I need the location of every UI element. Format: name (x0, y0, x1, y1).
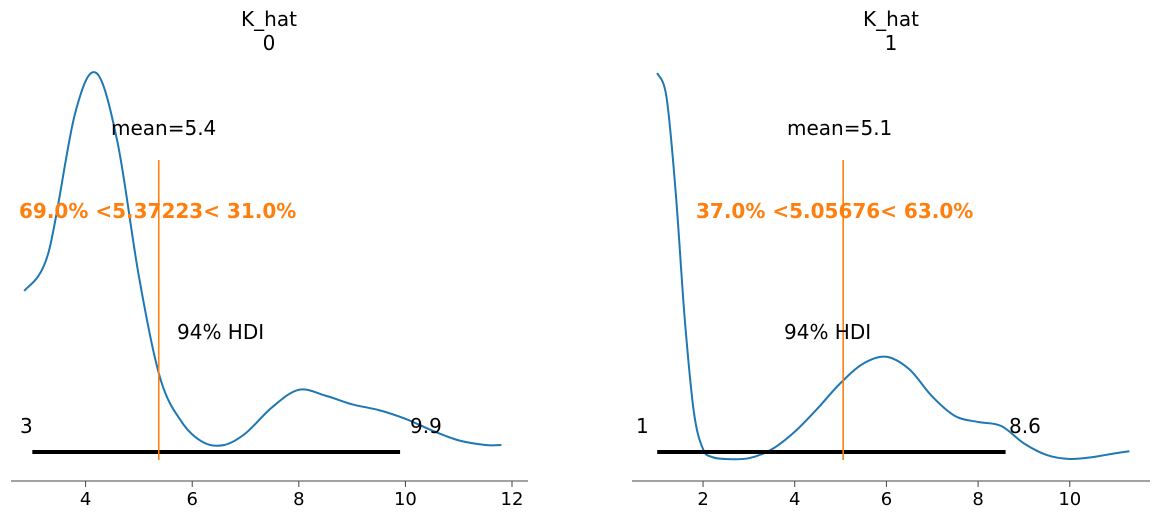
panel-1-subtitle: 1 (885, 31, 898, 55)
panel-1: K_hat 1 2 4 6 8 10 mean=5.1 37.0% <5.05676< … (632, 7, 1150, 510)
panel-0-marks (23, 71, 502, 460)
panel-1-density-line (656, 72, 1130, 461)
panel-0-subtitle: 0 (263, 31, 276, 55)
panel-1-ticks: 2 4 6 8 10 (697, 481, 1081, 510)
panel-1-hdi-low-label: 1 (636, 414, 649, 438)
panel-1-mean-label: mean=5.1 (787, 116, 892, 140)
panel-0-mean-label: mean=5.4 (111, 116, 216, 140)
panel-1-tick-label: 2 (697, 489, 708, 510)
panel-1-tick-label: 6 (881, 489, 892, 510)
panel-0-hdi-high-label: 9.9 (410, 414, 442, 438)
panel-0-tick-label: 12 (501, 489, 524, 510)
panel-1-tick-label: 4 (789, 489, 800, 510)
panel-0: K_hat 0 4 6 8 10 12 mean=5.4 69.0% <5.37223<… (11, 7, 528, 510)
panel-1-tick-label: 8 (972, 489, 983, 510)
panel-1-reference-label: 37.0% <5.05676< 63.0% (696, 199, 973, 223)
panel-1-marks (656, 72, 1130, 461)
panel-0-ticks: 4 6 8 10 12 (80, 481, 524, 510)
panel-1-hdi-high-label: 8.6 (1009, 414, 1041, 438)
panel-0-hdi-label: 94% HDI (177, 320, 264, 344)
panel-0-tick-label: 8 (293, 489, 304, 510)
panel-0-tick-label: 10 (394, 489, 417, 510)
panel-0-tick-label: 6 (186, 489, 197, 510)
panel-1-tick-label: 10 (1058, 489, 1081, 510)
panel-0-hdi-low-label: 3 (20, 414, 33, 438)
panel-0-title: K_hat (241, 7, 297, 31)
panel-1-hdi-label: 94% HDI (784, 320, 871, 344)
panel-1-title: K_hat (863, 7, 919, 31)
panel-0-reference-label: 69.0% <5.37223< 31.0% (19, 199, 296, 223)
panel-0-tick-label: 4 (80, 489, 91, 510)
panel-0-density-line (23, 71, 502, 447)
